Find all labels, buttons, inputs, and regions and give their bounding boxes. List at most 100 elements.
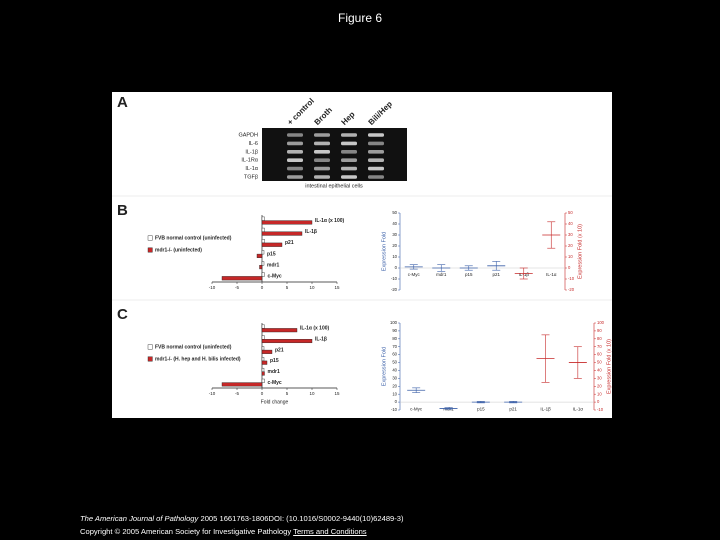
- category-label: mdr1: [436, 272, 447, 277]
- category-label: p21: [275, 347, 284, 353]
- gel-band: [368, 166, 384, 171]
- panel-label: C: [117, 306, 128, 323]
- x-tick-label: 15: [334, 285, 340, 290]
- gel-band: [314, 158, 330, 162]
- x-tick-label: 5: [286, 285, 289, 290]
- category-label: IL-1α (x 100): [300, 326, 330, 332]
- gel-band: [368, 175, 384, 179]
- y-tick-label: -10: [391, 407, 398, 412]
- category-label: p15: [270, 358, 279, 364]
- y2-tick-label: 70: [597, 344, 602, 349]
- x-tick-label: 10: [309, 285, 315, 290]
- y2-tick-label: 0: [568, 265, 571, 270]
- category-label: c-Myc: [408, 272, 421, 277]
- y-tick-label: 60: [392, 352, 397, 357]
- y-tick-label: 50: [392, 210, 397, 215]
- gel-band: [341, 175, 357, 179]
- y-tick-label: 80: [392, 336, 397, 341]
- y-tick-label: 40: [392, 368, 397, 373]
- y2-tick-label: -10: [597, 407, 604, 412]
- y2-tick-label: 90: [597, 328, 602, 333]
- y2-axis-label: Expression Fold (x 10): [606, 339, 612, 394]
- y-tick-label: 10: [392, 391, 397, 396]
- gel-image: [262, 128, 407, 181]
- terms-link[interactable]: Terms and Conditions: [293, 527, 367, 536]
- legend-label: FVB normal control (uninfected): [155, 235, 232, 241]
- gel-band: [314, 175, 330, 179]
- legend-swatch: [147, 235, 153, 241]
- bar: [261, 346, 265, 351]
- y2-tick-label: 30: [597, 375, 602, 380]
- bar: [221, 382, 263, 387]
- x-axis-label: Fold change: [261, 399, 289, 405]
- bar: [261, 328, 298, 333]
- gel-band: [287, 150, 303, 154]
- y-tick-label: -10: [391, 276, 398, 281]
- y-tick-label: 0: [395, 265, 398, 270]
- bar: [261, 242, 283, 247]
- gel-band: [368, 158, 384, 162]
- bar: [261, 324, 265, 329]
- y2-tick-label: 60: [597, 352, 602, 357]
- copyright: Copyright © 2005 American Society for In…: [80, 527, 292, 536]
- panel-label: A: [117, 94, 128, 111]
- y2-tick-label: 10: [597, 391, 602, 396]
- bar: [261, 220, 313, 225]
- y2-tick-label: 50: [568, 210, 573, 215]
- gel-band: [287, 158, 303, 162]
- category-label: p21: [492, 272, 500, 277]
- category-label: IL-1α: [573, 406, 584, 411]
- bar: [261, 357, 265, 362]
- y2-tick-label: -10: [568, 276, 575, 281]
- citation-line: The American Journal of Pathology 2005 1…: [80, 514, 404, 523]
- category-label: p21: [509, 406, 517, 411]
- gel-band: [341, 141, 357, 146]
- y2-tick-label: -20: [568, 287, 575, 292]
- category-label: IL-1β: [315, 337, 327, 343]
- y2-tick-label: 0: [597, 399, 600, 404]
- y-axis-label: Expression Fold: [381, 232, 387, 271]
- gel-band: [368, 133, 384, 137]
- bar: [221, 276, 263, 281]
- row-label: GAPDH: [238, 132, 258, 138]
- x-tick-label: -5: [235, 391, 239, 396]
- gel-band: [368, 141, 384, 146]
- bar: [261, 371, 265, 376]
- row-label: TGFβ: [244, 174, 258, 180]
- x-tick-label: 10: [309, 391, 315, 396]
- x-tick-label: 5: [286, 391, 289, 396]
- category-label: IL-1β: [305, 229, 317, 235]
- y-tick-label: 30: [392, 375, 397, 380]
- legend-swatch: [147, 344, 153, 350]
- y2-tick-label: 20: [568, 243, 573, 248]
- y2-tick-label: 20: [597, 383, 602, 388]
- y-tick-label: 70: [392, 344, 397, 349]
- row-label: IL-1β: [245, 149, 258, 155]
- y-axis-label: Expression Fold: [381, 347, 387, 386]
- gel-band: [314, 166, 330, 171]
- bar: [261, 349, 273, 354]
- y2-tick-label: 40: [568, 221, 573, 226]
- gel-band: [341, 150, 357, 154]
- slide-title: Figure 6: [338, 11, 382, 25]
- y2-tick-label: 30: [568, 232, 573, 237]
- bar: [261, 367, 265, 372]
- y-tick-label: 40: [392, 221, 397, 226]
- category-label: p15: [465, 272, 473, 277]
- row-label: IL-1α: [245, 166, 258, 172]
- y2-axis-label: Expression Fold (x 10): [577, 224, 583, 279]
- y2-tick-label: 100: [597, 320, 605, 325]
- row-label: IL-1Rα: [241, 158, 258, 164]
- bar: [261, 239, 265, 244]
- bar: [261, 216, 265, 221]
- bar: [261, 261, 265, 266]
- bar: [261, 250, 265, 255]
- bar: [259, 265, 263, 270]
- y-tick-label: 30: [392, 232, 397, 237]
- category-label: p15: [477, 406, 485, 411]
- category-label: p15: [267, 251, 276, 257]
- x-tick-label: 0: [261, 391, 264, 396]
